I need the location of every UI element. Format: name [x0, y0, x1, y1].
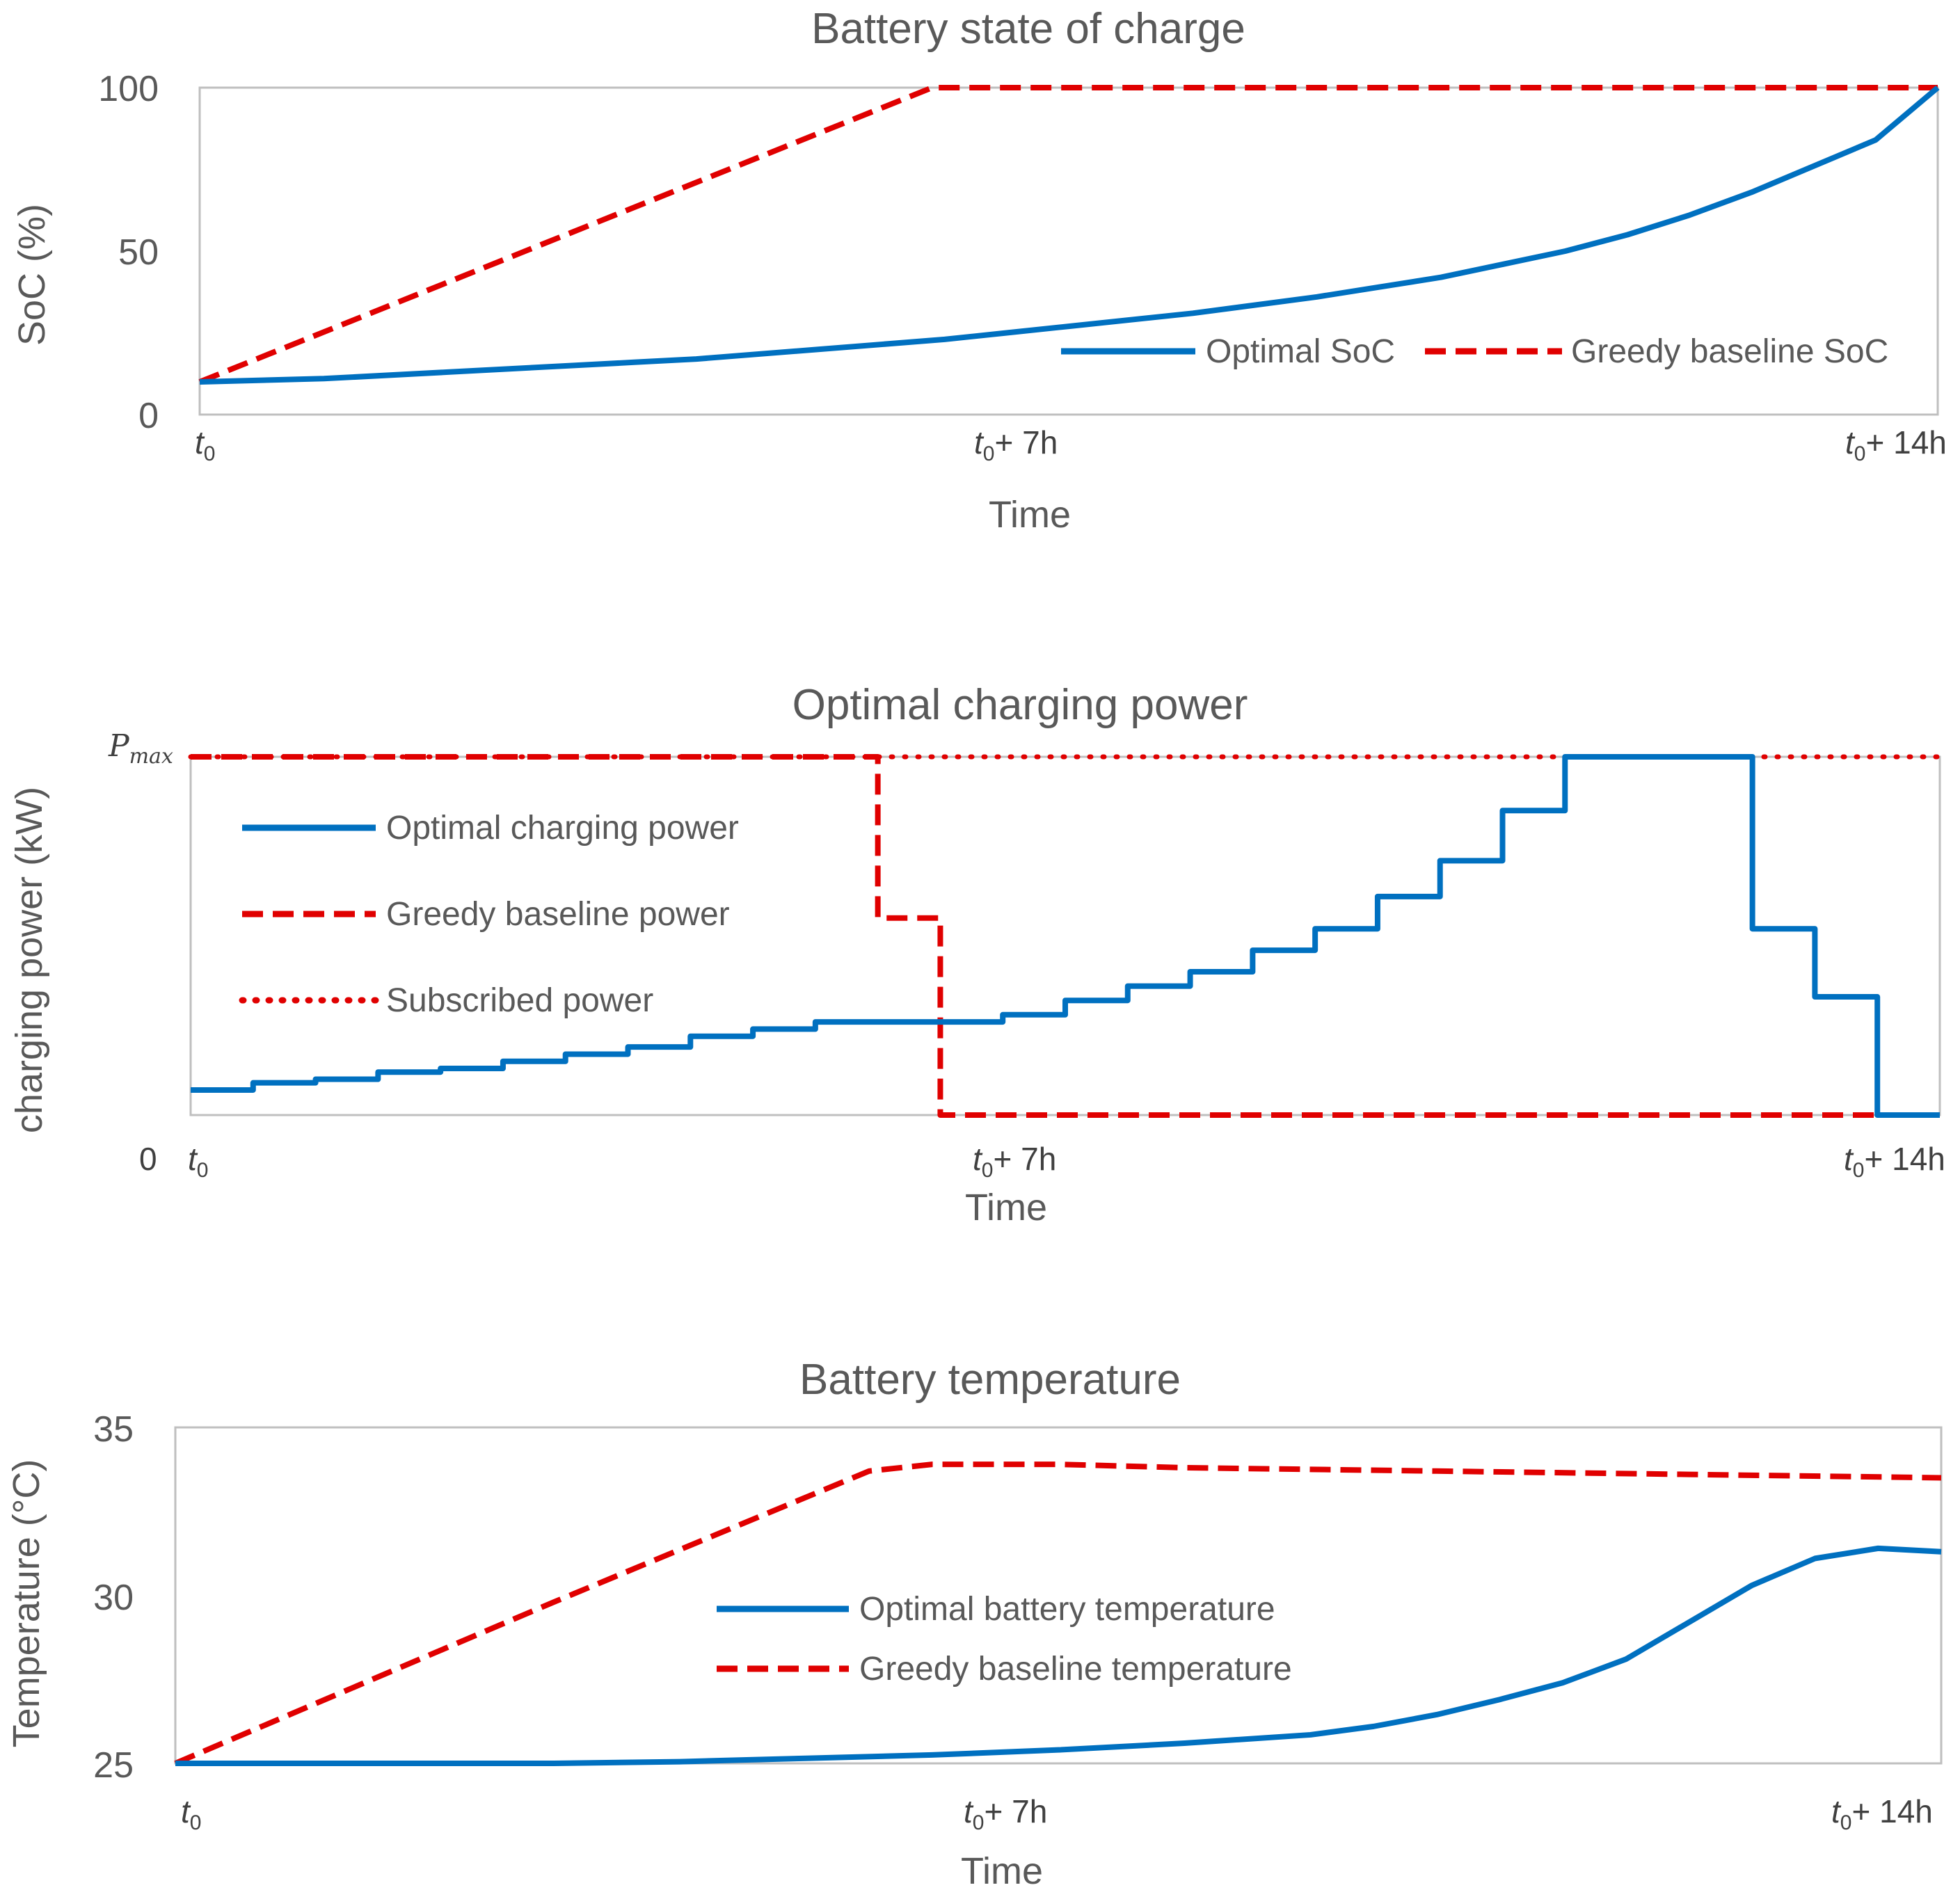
soc-y-ticks: 100 50 0 [98, 69, 159, 436]
temperature-series-greedy-line [174, 1461, 1942, 1766]
temperature-ytick-30: 30 [93, 1578, 134, 1618]
power-legend-label-greedy: Greedy baseline power [386, 896, 730, 933]
soc-y-axis-label: SoC (%) [11, 204, 53, 346]
soc-ytick-100: 100 [98, 69, 159, 109]
temperature-ytick-35: 35 [93, 1409, 134, 1450]
soc-x-ticks: t0 t0+ 7h t0+ 14h [195, 424, 1947, 465]
temperature-y-ticks: 35 30 25 [93, 1409, 134, 1786]
power-xtick-t0-14h: t0+ 14h [1844, 1141, 1945, 1182]
soc-series-optimal-line [199, 85, 1940, 385]
temperature-x-axis-label: Time [961, 1850, 1043, 1892]
temperature-chart: Battery temperature 35 30 25 Temperature… [6, 1356, 1943, 1892]
soc-xtick-t0-14h: t0+ 14h [1845, 424, 1947, 465]
temperature-y-axis-label: Temperature (°C) [6, 1459, 47, 1748]
soc-ytick-0: 0 [138, 396, 159, 436]
power-chart: Optimal charging power Pmax 0 charging p… [8, 681, 1945, 1228]
power-series-greedy-line [191, 754, 1940, 1118]
temperature-legend: Optimal battery temperature Greedy basel… [717, 1591, 1292, 1688]
soc-legend: Optimal SoC Greedy baseline SoC [1061, 333, 1888, 370]
power-ytick-zero: 0 [139, 1141, 157, 1177]
power-chart-title: Optimal charging power [792, 681, 1248, 729]
power-xtick-t0: t0 [188, 1141, 208, 1182]
temperature-x-ticks: t0 t0+ 7h t0+ 14h [181, 1793, 1933, 1834]
temperature-series-optimal-line [175, 1545, 1942, 1766]
power-x-ticks: t0 t0+ 7h t0+ 14h [188, 1141, 1945, 1182]
power-y-axis-label: charging power (kW) [8, 787, 50, 1133]
soc-xtick-t0-7h: t0+ 7h [974, 424, 1058, 465]
power-legend-label-subscribed: Subscribed power [386, 982, 653, 1019]
soc-legend-label-greedy: Greedy baseline SoC [1571, 333, 1888, 370]
temperature-xtick-t0-7h: t0+ 7h [964, 1793, 1047, 1834]
temperature-legend-label-greedy: Greedy baseline temperature [859, 1651, 1292, 1688]
soc-chart: Battery state of charge 100 50 0 SoC (%)… [11, 5, 1947, 536]
temperature-xtick-t0-14h: t0+ 14h [1831, 1793, 1933, 1834]
power-series-optimal-line [191, 754, 1940, 1118]
temperature-legend-label-optimal: Optimal battery temperature [859, 1591, 1275, 1628]
power-legend: Optimal charging power Greedy baseline p… [239, 810, 739, 1019]
power-legend-label-optimal: Optimal charging power [386, 810, 739, 847]
temperature-plot-area [174, 1426, 1943, 1765]
soc-ytick-50: 50 [118, 232, 159, 273]
soc-x-axis-label: Time [989, 494, 1071, 536]
soc-series-greedy-line [198, 85, 1938, 385]
power-x-axis-label: Time [965, 1187, 1047, 1228]
power-xtick-t0-7h: t0+ 7h [973, 1141, 1056, 1182]
temperature-ytick-25: 25 [93, 1745, 134, 1786]
temperature-xtick-t0: t0 [181, 1793, 201, 1834]
temperature-chart-title: Battery temperature [799, 1356, 1181, 1404]
soc-chart-title: Battery state of charge [811, 5, 1245, 53]
soc-legend-label-optimal: Optimal SoC [1206, 333, 1395, 370]
soc-xtick-t0: t0 [195, 424, 215, 465]
power-ytick-pmax: Pmax [108, 728, 173, 769]
